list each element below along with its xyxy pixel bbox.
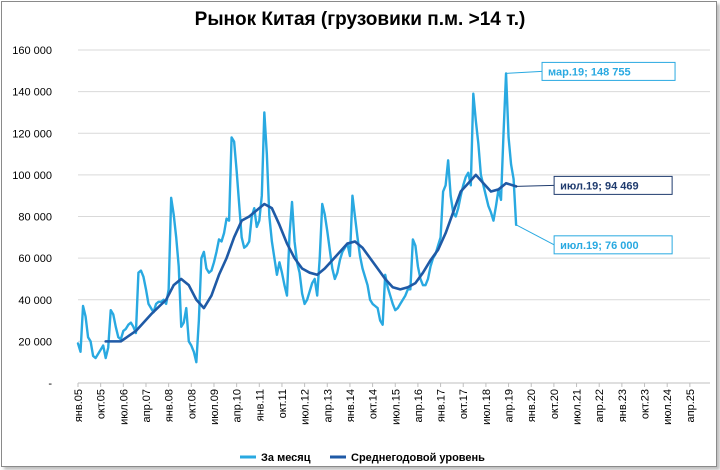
y-tick-label: 20 000 — [18, 336, 52, 348]
grid-lines — [78, 49, 710, 342]
y-tick-label: 120 000 — [12, 128, 52, 140]
x-tick-label: апр.22 — [594, 389, 606, 422]
y-tick-label: - — [48, 378, 52, 390]
y-tick-label: 100 000 — [12, 170, 52, 182]
average-series-line — [104, 173, 518, 343]
x-tick-label: янв.20 — [526, 389, 538, 422]
x-tick-label: апр.19 — [504, 389, 516, 422]
annotation-label: июл.19; 94 469 — [560, 180, 639, 192]
x-tick-label: окт.11 — [277, 389, 289, 418]
x-tick-label: янв.23 — [617, 389, 629, 422]
annotation-label: мар.19; 148 755 — [548, 66, 631, 78]
x-tick-label: июл.12 — [300, 389, 312, 425]
chart-title: Рынок Китая (грузовики п.м. >14 т.) — [194, 9, 526, 30]
x-tick-label: июл.15 — [390, 389, 402, 425]
annotation-leader — [506, 70, 543, 74]
x-tick-label: июл.09 — [209, 389, 221, 425]
annotation-leader — [516, 184, 555, 187]
x-tick-label: окт.20 — [549, 389, 561, 419]
annotations: мар.19; 148 755 июл.19; 94 469 июл.19; 76 … — [506, 61, 676, 255]
annotation-box — [541, 61, 676, 81]
x-tick-label: июл.24 — [662, 389, 674, 425]
x-tick-label: апр.10 — [232, 389, 244, 422]
axes: - 20 000 40 000 60 000 80 000 100 000 120 000 1… — [12, 45, 710, 425]
y-tick-label: 160 000 — [12, 45, 52, 57]
y-tick-label: 60 000 — [18, 253, 52, 265]
annotation-box — [553, 175, 673, 195]
y-tick-label: 40 000 — [18, 295, 52, 307]
x-tick-label: апр.13 — [322, 389, 334, 422]
x-tick-label: янв.11 — [254, 389, 266, 421]
y-tick-label: 80 000 — [18, 212, 52, 224]
legend-label: За месяц — [261, 452, 311, 464]
x-tick-label: апр.25 — [685, 389, 697, 422]
x-tick-label: окт.05 — [96, 389, 108, 419]
series-lines — [76, 72, 518, 364]
x-tick-label: янв.14 — [345, 389, 357, 422]
x-tick-label: окт.14 — [368, 389, 380, 419]
annotation-leader — [515, 224, 555, 246]
x-tick-label: янв.05 — [73, 389, 85, 422]
annotation-box — [553, 235, 673, 255]
x-tick-label: июл.21 — [572, 389, 584, 425]
x-tick-label: окт.23 — [640, 389, 652, 419]
x-tick-label: окт.17 — [458, 389, 470, 419]
x-tick-label: июл.18 — [481, 389, 493, 425]
x-tick-label: окт.08 — [186, 389, 198, 419]
x-tick-label: апр.16 — [413, 389, 425, 422]
annotation-label: июл.19; 76 000 — [560, 240, 639, 252]
x-tick-label: янв.08 — [164, 389, 176, 422]
x-tick-label: апр.07 — [141, 389, 153, 422]
x-tick-label: янв.17 — [436, 389, 448, 422]
legend-label: Среднегодовой уровень — [351, 452, 485, 464]
y-tick-label: 140 000 — [12, 87, 52, 99]
x-tick-label: июл.06 — [118, 389, 130, 425]
legend: За месяц Среднегодовой уровень — [240, 452, 485, 464]
